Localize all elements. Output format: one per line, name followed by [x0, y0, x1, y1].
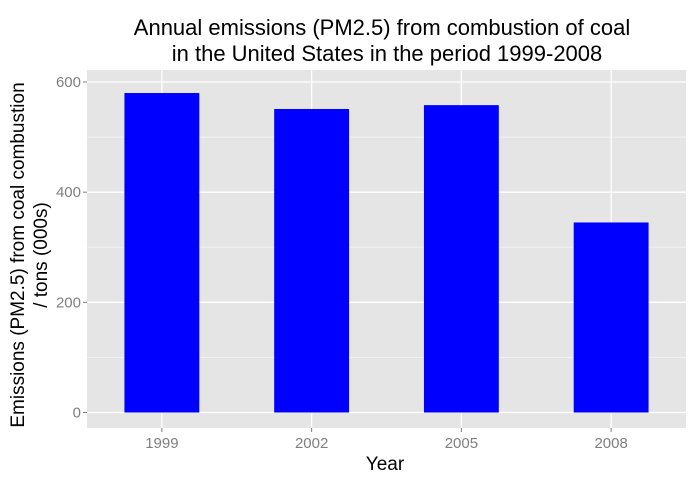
bar-2005: [423, 105, 499, 413]
chart-title-line-2: in the United States in the period 1999-…: [172, 41, 603, 66]
x-axis-title: Year: [366, 454, 405, 475]
x-tick-label: 2008: [594, 435, 627, 452]
x-tick-label: 1999: [145, 435, 178, 452]
x-axis: 1999 2002 2005 2008: [145, 428, 628, 452]
y-tick-label: 200: [56, 294, 81, 311]
y-tick-label: 0: [73, 405, 81, 422]
y-axis-title-line-1: Emissions (PM2.5) from coal combustion: [8, 82, 29, 427]
x-tick-label: 2005: [445, 435, 478, 452]
bar-2008: [573, 222, 649, 413]
y-axis-title-line-2: / tons (000s): [31, 202, 52, 308]
chart-title-line-1: Annual emissions (PM2.5) from combustion…: [134, 15, 630, 40]
y-tick-label: 600: [56, 74, 81, 91]
x-tick-label: 2002: [295, 435, 328, 452]
bars: [124, 93, 649, 413]
y-tick-label: 400: [56, 184, 81, 201]
bar-1999: [124, 93, 200, 413]
y-axis: 0 200 400 600: [56, 74, 87, 422]
bar-2002: [274, 108, 350, 413]
